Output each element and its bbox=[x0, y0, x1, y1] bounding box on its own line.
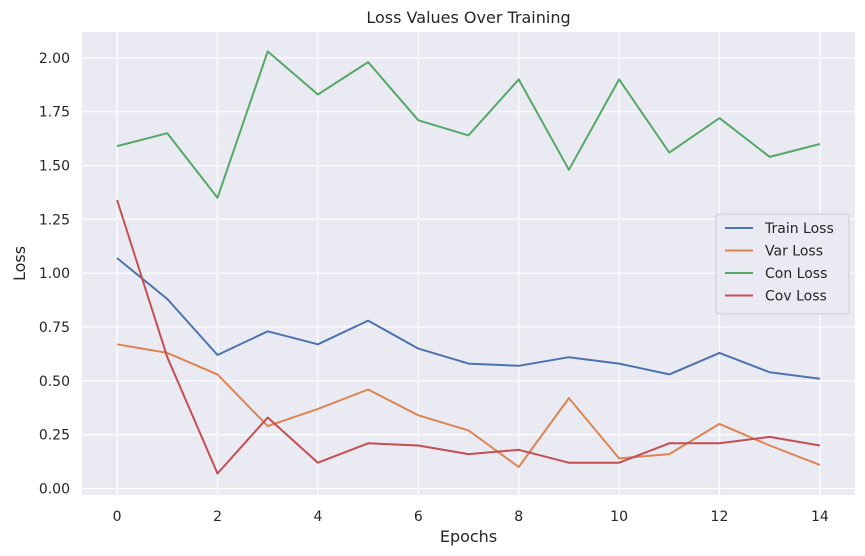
legend-label-cov-loss: Cov Loss bbox=[765, 289, 827, 305]
series-line-cov-loss bbox=[116, 199, 821, 475]
grid bbox=[82, 32, 855, 495]
y-tick-label: 1.00 bbox=[39, 266, 70, 282]
series-line-train-loss bbox=[116, 257, 821, 380]
x-tick-label: 10 bbox=[610, 509, 628, 525]
legend-box bbox=[715, 213, 850, 315]
x-tick-label: 2 bbox=[213, 509, 222, 525]
y-tick-label: 1.75 bbox=[39, 105, 70, 121]
y-ticks: 0.00 0.25 0.50 0.75 1.00 1.25 1.50 1.75 2.00 bbox=[39, 51, 70, 498]
series-line-con-loss bbox=[116, 50, 821, 199]
x-ticks: 0 2 4 6 8 10 12 14 bbox=[113, 509, 829, 525]
series-lines bbox=[116, 50, 821, 475]
y-tick-label: 0.75 bbox=[39, 320, 70, 336]
x-tick-label: 14 bbox=[811, 509, 829, 525]
y-tick-label: 1.25 bbox=[39, 212, 70, 228]
x-tick-label: 12 bbox=[711, 509, 729, 525]
y-tick-label: 1.50 bbox=[39, 159, 70, 175]
y-tick-label: 2.00 bbox=[39, 51, 70, 67]
y-tick-label: 0.25 bbox=[39, 428, 70, 444]
y-tick-label: 0.50 bbox=[39, 374, 70, 390]
y-tick-label: 0.00 bbox=[39, 482, 70, 498]
x-tick-label: 0 bbox=[113, 509, 122, 525]
chart-title: Loss Values Over Training bbox=[366, 8, 570, 27]
legend-label-var-loss: Var Loss bbox=[765, 244, 823, 260]
x-tick-label: 6 bbox=[414, 509, 423, 525]
x-tick-label: 4 bbox=[313, 509, 322, 525]
legend-label-con-loss: Con Loss bbox=[765, 266, 827, 282]
legend-label-train-loss: Train Loss bbox=[764, 221, 834, 237]
series-line-var-loss bbox=[116, 343, 821, 468]
x-tick-label: 8 bbox=[514, 509, 523, 525]
y-axis-label: Loss bbox=[10, 246, 29, 281]
legend: Train Loss Var Loss Con Loss Cov Loss bbox=[715, 213, 850, 315]
x-axis-label: Epochs bbox=[440, 527, 497, 546]
